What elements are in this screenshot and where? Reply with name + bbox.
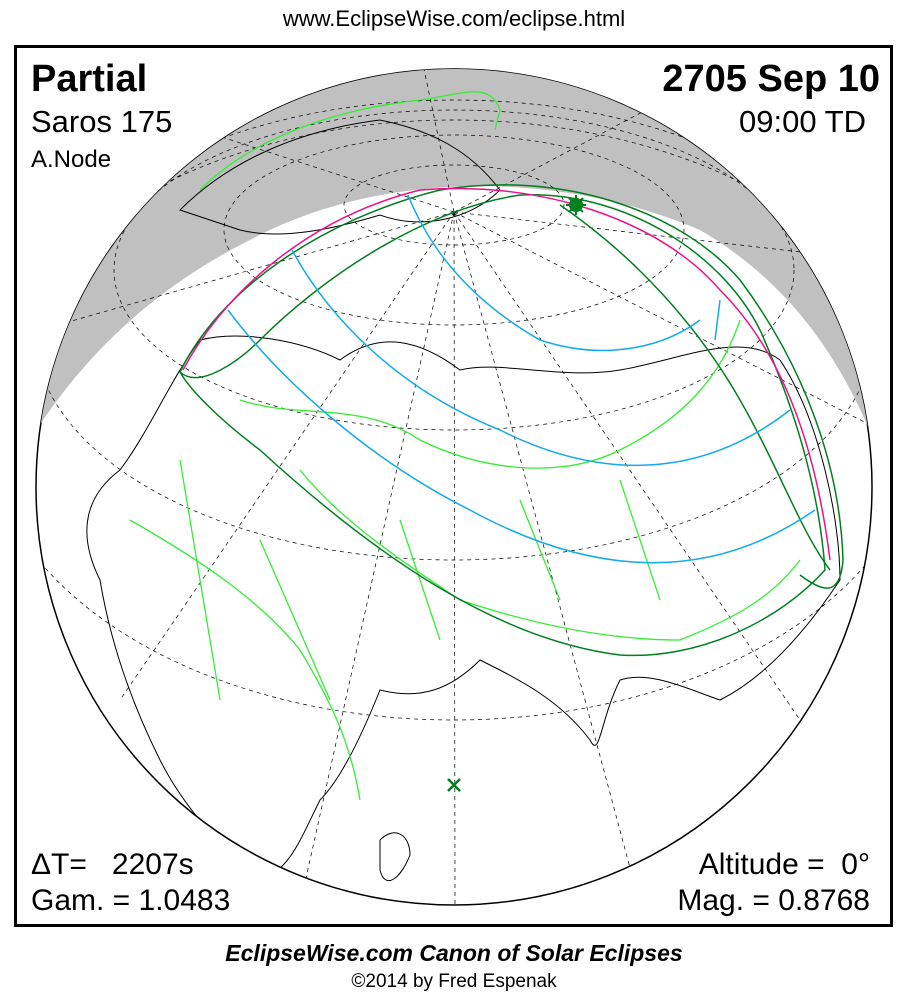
eclipse-date: 2705 Sep 10 bbox=[662, 58, 880, 100]
copyright: ©2014 by Fred Espenak bbox=[351, 971, 557, 992]
site-url: www.EclipseWise.com/eclipse.html bbox=[282, 6, 626, 31]
altitude: Altitude = 0° bbox=[698, 848, 870, 881]
night-region bbox=[36, 69, 872, 560]
delta-t: ΔT= 2207s bbox=[31, 848, 194, 881]
magnitude-curve bbox=[227, 309, 816, 564]
node: A.Node bbox=[31, 146, 112, 173]
magnitude-curve bbox=[407, 194, 701, 352]
globe-map bbox=[35, 68, 873, 906]
maximum-eclipse-line bbox=[182, 187, 831, 561]
magnitude: Mag. = 0.8768 bbox=[677, 884, 870, 917]
saros-number: Saros 175 bbox=[31, 104, 173, 139]
x-icon bbox=[447, 778, 461, 792]
country-borders bbox=[129, 91, 801, 801]
canon-title: EclipseWise.com Canon of Solar Eclipses bbox=[225, 940, 683, 966]
penumbra-south-limit bbox=[179, 194, 826, 657]
graticule bbox=[36, 69, 872, 905]
magnitude-curve bbox=[714, 299, 721, 341]
penumbra-north-limit bbox=[179, 184, 844, 589]
gamma: Gam. = 1.0483 bbox=[31, 884, 231, 917]
star-icon bbox=[566, 195, 586, 215]
eclipse-type: Partial bbox=[31, 58, 148, 100]
eastern-limit bbox=[559, 204, 831, 571]
eclipse-curves bbox=[179, 184, 844, 657]
eclipse-time: 09:00 TD bbox=[739, 104, 866, 139]
eclipse-map-frame: Partial Saros 175 A.Node 2705 Sep 10 09:… bbox=[14, 45, 893, 927]
coastlines bbox=[86, 119, 841, 882]
magnitude-curve bbox=[291, 249, 791, 467]
